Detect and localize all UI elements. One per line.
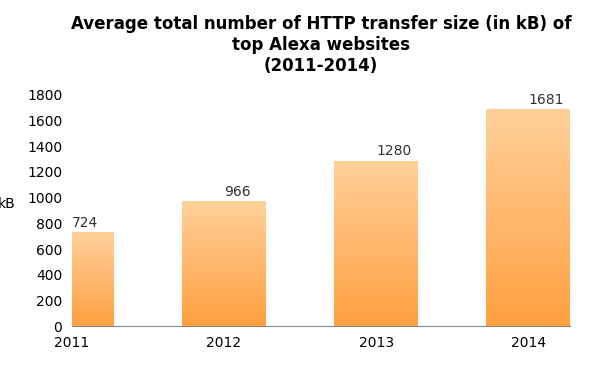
Y-axis label: kB: kB [0,197,15,211]
Text: 724: 724 [72,216,98,230]
Title: Average total number of HTTP transfer size (in kB) of
top Alexa websites
(2011-2: Average total number of HTTP transfer si… [71,15,571,75]
Text: 1280: 1280 [376,144,412,158]
Text: 966: 966 [224,185,251,199]
Text: 1681: 1681 [528,93,563,106]
